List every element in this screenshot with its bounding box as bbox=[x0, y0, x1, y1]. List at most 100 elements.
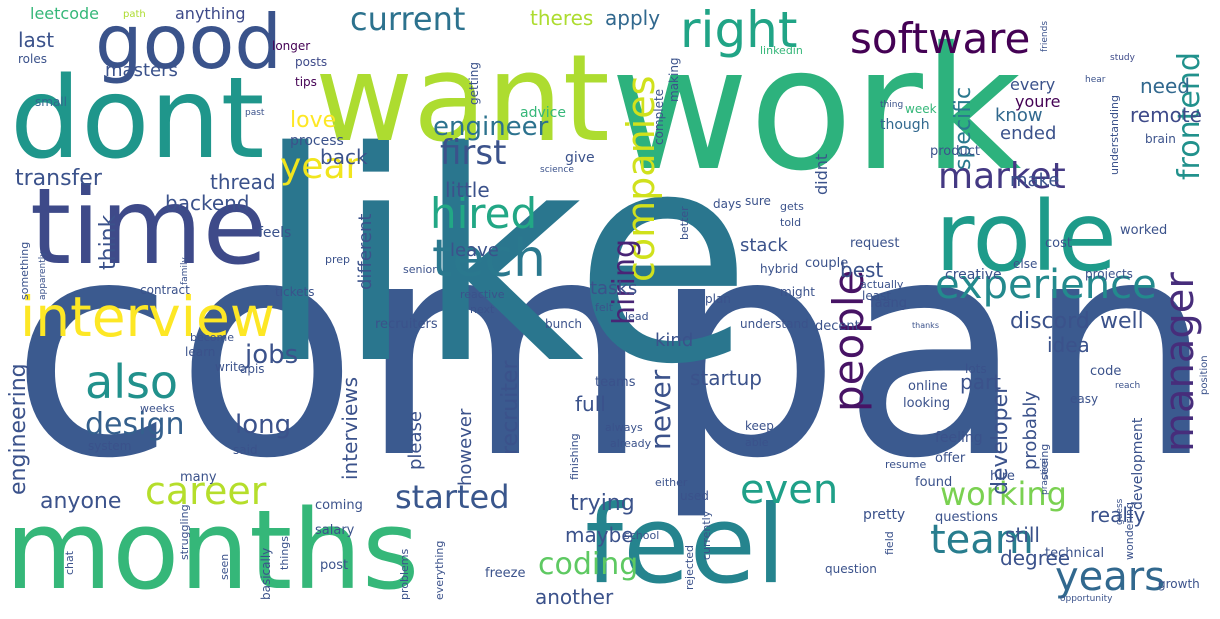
word-hybrid: hybrid bbox=[760, 262, 799, 276]
word-anything: anything bbox=[175, 4, 246, 23]
word-didnt: didnt bbox=[812, 153, 831, 195]
word-kind: kind bbox=[655, 330, 694, 351]
word-worked: worked bbox=[1120, 223, 1168, 238]
word-thing: thing bbox=[880, 100, 904, 110]
word-post: post bbox=[320, 558, 349, 573]
word-right: right bbox=[680, 1, 798, 59]
word-interviews: interviews bbox=[338, 376, 362, 480]
word-field: field bbox=[883, 531, 896, 555]
word-posts: posts bbox=[295, 55, 328, 69]
word-always: always bbox=[605, 421, 643, 434]
word-manager: manager bbox=[1157, 272, 1203, 452]
word-contract: contract bbox=[140, 283, 190, 297]
word-first: first bbox=[440, 133, 507, 173]
word-offer: offer bbox=[935, 451, 966, 466]
word-keep: keep bbox=[745, 419, 774, 433]
word-well: well bbox=[1100, 309, 1144, 334]
word-better: better bbox=[678, 206, 691, 240]
word-week: week bbox=[905, 102, 937, 116]
word-getting: getting bbox=[467, 62, 481, 105]
word-advice: advice bbox=[520, 105, 566, 121]
word-recruiters: recruiters bbox=[375, 317, 438, 332]
word-every: every bbox=[1010, 75, 1056, 94]
word-dont: dont bbox=[10, 54, 265, 184]
word-online: online bbox=[908, 379, 948, 394]
word-friends: friends bbox=[1040, 20, 1050, 52]
word-questions: questions bbox=[935, 510, 998, 525]
word-reactive: reactive bbox=[460, 288, 505, 301]
word-anyone: anyone bbox=[40, 489, 122, 514]
word-coding: coding bbox=[538, 547, 639, 582]
word-even: even bbox=[740, 467, 839, 513]
word-stack: stack bbox=[740, 235, 788, 256]
word-struggling: struggling bbox=[178, 504, 191, 560]
word-really: really bbox=[1090, 503, 1146, 527]
word-wondering: wondering bbox=[1123, 502, 1136, 560]
word-backend: backend bbox=[165, 191, 250, 215]
word-understanding: understanding bbox=[1108, 95, 1121, 175]
word-rejected: rejected bbox=[683, 545, 696, 590]
word-hired: hired bbox=[430, 189, 538, 238]
word-salary: salary bbox=[315, 523, 355, 538]
word-startup: startup bbox=[690, 366, 762, 390]
word-else: else bbox=[1013, 257, 1038, 271]
word-currently: currently bbox=[700, 510, 713, 560]
word-team: team bbox=[930, 517, 1034, 563]
word-position: position bbox=[1199, 355, 1210, 395]
word-company: company bbox=[10, 175, 1220, 524]
word-discord: discord bbox=[1010, 309, 1090, 334]
word-either: either bbox=[655, 476, 688, 489]
word-roles: roles bbox=[18, 52, 47, 66]
word-back: back bbox=[320, 145, 368, 169]
word-experience: experience bbox=[935, 262, 1157, 308]
word-degree: degree bbox=[1000, 546, 1071, 570]
word-part: part bbox=[960, 370, 1002, 394]
word-different: different bbox=[355, 213, 376, 290]
word-practice: practice bbox=[1040, 458, 1050, 495]
word-tips: tips bbox=[295, 75, 317, 89]
word-though: though bbox=[880, 117, 930, 133]
word-problems: problems bbox=[398, 548, 411, 600]
word-maybe: maybe bbox=[565, 523, 634, 547]
word-couple: couple bbox=[805, 256, 849, 271]
word-path: path bbox=[123, 9, 146, 20]
word-learn: learn bbox=[185, 345, 216, 359]
word-tickets: tickets bbox=[275, 285, 315, 299]
word-seen: seen bbox=[218, 553, 231, 580]
word-thanks: thanks bbox=[912, 321, 939, 330]
word-long: long bbox=[235, 410, 292, 440]
word-design: design bbox=[85, 407, 185, 442]
word-code: code bbox=[1090, 364, 1122, 379]
word-engineer: engineer bbox=[433, 112, 549, 142]
word-however: however bbox=[455, 408, 476, 486]
word-little: little bbox=[445, 178, 490, 202]
word-think: think bbox=[96, 214, 121, 270]
word-product: product bbox=[930, 144, 981, 159]
word-interview: interview bbox=[20, 285, 275, 349]
word-technical: technical bbox=[1045, 546, 1105, 561]
word-jobs: jobs bbox=[245, 340, 299, 370]
word-feeling: feeling bbox=[935, 430, 983, 446]
word-engineering: engineering bbox=[6, 363, 31, 495]
word-things: things bbox=[278, 535, 291, 570]
word-theres: theres bbox=[530, 6, 594, 30]
word-prep: prep bbox=[325, 253, 351, 266]
word-want: want bbox=[315, 30, 610, 169]
word-role: role bbox=[935, 181, 1117, 293]
word-ended: ended bbox=[1000, 123, 1057, 144]
word-year: year bbox=[280, 146, 361, 187]
word-felt: felt bbox=[595, 301, 614, 314]
word-need: need bbox=[1140, 74, 1190, 98]
word-next: next bbox=[470, 303, 495, 316]
word-system: system bbox=[88, 439, 132, 453]
word-already: already bbox=[610, 437, 652, 450]
word-last: last bbox=[18, 28, 55, 52]
word-told: told bbox=[780, 216, 802, 229]
word-please: please bbox=[405, 411, 426, 470]
word-idea: idea bbox=[1047, 333, 1090, 357]
word-reach: reach bbox=[1115, 381, 1141, 391]
word-know: know bbox=[995, 105, 1043, 126]
word-projects: projects bbox=[1085, 267, 1133, 281]
word-making: making bbox=[667, 57, 681, 102]
word-trying: trying bbox=[570, 491, 635, 516]
